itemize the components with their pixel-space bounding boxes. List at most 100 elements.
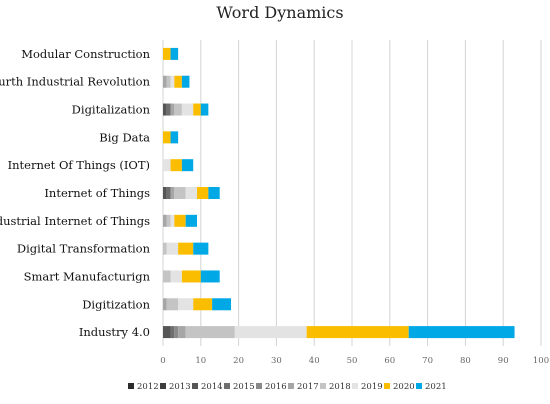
- legend-label: 2018: [329, 382, 351, 392]
- x-tick-label: 30: [271, 356, 282, 366]
- legend-swatch: [320, 383, 326, 389]
- category-label: Digital Transformation: [17, 242, 151, 256]
- x-tick-label: 50: [347, 356, 358, 366]
- bar-segment-2021: [181, 75, 190, 88]
- bar-segment-2017: [163, 298, 167, 311]
- x-tick-label: 100: [533, 356, 549, 366]
- bar-segment-2019: [234, 326, 307, 339]
- legend-item-2018: 2018: [320, 382, 351, 392]
- bar-segment-2015: [170, 326, 175, 339]
- bar-segment-2020: [193, 103, 201, 116]
- bar-segment-2018: [163, 270, 171, 283]
- bar-segment-2019: [170, 270, 182, 283]
- category-label: Smart Manufacturign: [24, 269, 151, 283]
- x-tick-label: 70: [422, 356, 433, 366]
- bar-segment-2021: [170, 131, 179, 144]
- legend-label: 2020: [393, 382, 415, 392]
- bar-segment-2021: [185, 214, 198, 227]
- bar-segment-2017: [170, 103, 175, 116]
- bar-segment-2018: [174, 187, 186, 199]
- bar-segment-2021: [170, 47, 179, 60]
- bar-segment-2019: [185, 187, 198, 199]
- bar-segment-2021: [208, 187, 220, 199]
- bar-segment-2018: [166, 75, 171, 88]
- bar-segment-2020: [181, 270, 201, 283]
- legend-label: 2016: [265, 382, 287, 392]
- legend-swatch: [288, 383, 294, 389]
- category-label: Internet of Things: [44, 186, 150, 200]
- legend-swatch: [128, 383, 134, 389]
- bar-segment-2021: [193, 242, 209, 255]
- bar-segment-2014: [163, 103, 167, 116]
- bar-segment-2019: [170, 75, 175, 88]
- bar-segment-2019: [163, 159, 171, 172]
- x-tick-label: 90: [498, 356, 509, 366]
- legend-item-2019: 2019: [352, 382, 383, 392]
- legend-item-2016: 2016: [256, 382, 287, 392]
- bar-segment-2020: [174, 75, 182, 88]
- x-tick-label: 80: [460, 356, 471, 366]
- bar-segment-2020: [178, 242, 194, 255]
- legend-item-2013: 2013: [160, 382, 191, 392]
- bar-segment-2015: [166, 187, 171, 199]
- grid-lines: [162, 40, 542, 346]
- category-label: Industrial Internet of Things: [0, 214, 150, 228]
- legend-swatch: [416, 383, 422, 389]
- bar-segment-2020: [163, 131, 171, 144]
- bar-segment-2017: [163, 214, 167, 227]
- bar-segment-2017: [170, 187, 175, 199]
- bar-segment-2021: [212, 298, 232, 311]
- x-tick-label: 0: [160, 356, 165, 366]
- bar-segment-2020: [306, 326, 409, 339]
- bar-segment-2017: [163, 75, 167, 88]
- legend-item-2020: 2020: [384, 382, 415, 392]
- bar-segment-2020: [193, 298, 213, 311]
- bar-segment-2021: [181, 159, 194, 172]
- chart-title: Word Dynamics: [216, 3, 343, 22]
- bar-segment-2021: [200, 270, 220, 283]
- bar-segment-2017: [178, 326, 186, 339]
- bar-segment-2016: [174, 326, 179, 339]
- legend-item-2015: 2015: [224, 382, 255, 392]
- bar-segment-2018: [174, 103, 182, 116]
- category-label: Industry 4.0: [79, 325, 150, 339]
- legend-swatch: [384, 383, 390, 389]
- category-label: Internet Of Things (IOT): [8, 158, 150, 172]
- legend-swatch: [256, 383, 262, 389]
- legend-label: 2021: [425, 382, 447, 392]
- category-label: Fourth Industrial Revolution: [0, 75, 151, 89]
- category-labels: Modular Construction Fourth Industrial Re…: [0, 47, 151, 339]
- bar-segment-2019: [181, 103, 194, 116]
- bar-segment-2018: [166, 298, 179, 311]
- legend: 2012 2013 2014 2015 2016 2017 2018 2019 2020 2021: [128, 382, 447, 392]
- legend-item-2021: 2021: [416, 382, 447, 392]
- legend-label: 2019: [361, 382, 383, 392]
- legend-item-2017: 2017: [288, 382, 319, 392]
- legend-swatch: [352, 383, 358, 389]
- x-tick-label: 20: [233, 356, 244, 366]
- category-label: Big Data: [99, 130, 150, 144]
- legend-swatch: [224, 383, 230, 389]
- bar-segment-2020: [163, 47, 171, 60]
- bar-segment-2019: [166, 242, 179, 255]
- x-tick-label: 40: [309, 356, 320, 366]
- legend-item-2014: 2014: [192, 382, 223, 392]
- bar-segment-2018: [185, 326, 235, 339]
- bar-segment-2020: [174, 214, 186, 227]
- bar-segment-2019: [170, 214, 175, 227]
- bar-segment-2020: [170, 159, 182, 172]
- x-tick-label: 10: [195, 356, 206, 366]
- category-label: Digitization: [82, 297, 150, 311]
- legend-label: 2014: [201, 382, 223, 392]
- bar-segment-2018: [166, 214, 171, 227]
- category-label: Modular Construction: [21, 47, 150, 61]
- legend-swatch: [160, 383, 166, 389]
- legend-label: 2012: [137, 382, 159, 392]
- bars: [163, 47, 515, 339]
- bar-segment-2014: [163, 326, 171, 339]
- x-axis-ticks: 0 10 20 30 40 50 60 70 80 90 100: [160, 356, 549, 366]
- legend-label: 2017: [297, 382, 319, 392]
- bar-segment-2018: [163, 242, 167, 255]
